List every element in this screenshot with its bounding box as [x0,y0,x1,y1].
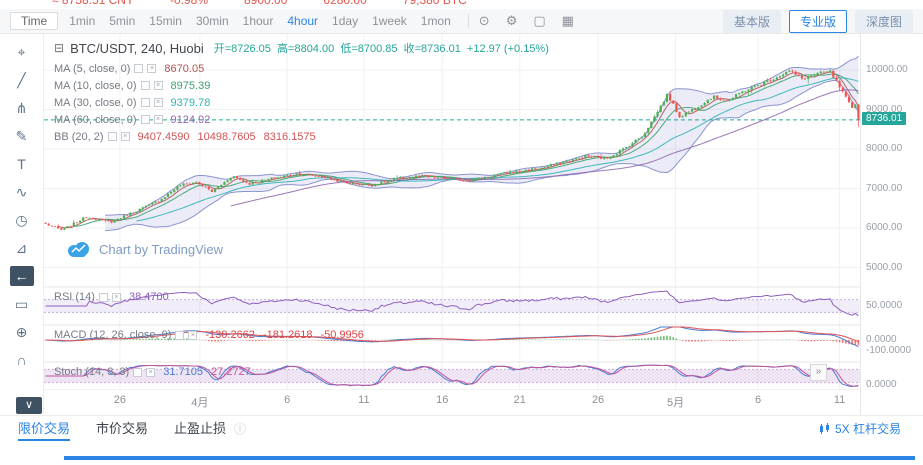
snapshot-icon[interactable]: ⊙ [478,13,490,28]
info-icon[interactable]: ⓘ [234,422,247,436]
panel-axis-label-2-0: 0.0000 [866,379,897,390]
panel-axis-label-1-1: -100.0000 [866,345,912,356]
time-axis-label: 6 [284,394,291,406]
forecast-tool[interactable]: ◷ [15,212,28,228]
tab-限价交易[interactable]: 限价交易 [18,416,71,441]
tab-止盈止损[interactable]: 止盈止损 [174,421,227,436]
price-axis[interactable]: 10000.00 9000.00 8000.00 7000.00 6000.00 5000… [860,34,923,415]
toolbar-icons: ⊙ ⚙ ▢ ▦ [479,13,574,29]
bottom-progress-strip [64,456,915,460]
timeframe-4hour[interactable]: 4hour [287,14,319,28]
top-ticker: ≈ 8758.51 CNY -0.98% 8900.00 6280.00 79,380 … [0,0,923,9]
price-axis-label: 5000.00 [866,261,903,273]
pattern-tool[interactable]: ∿ [15,184,28,200]
crosshair-tool[interactable]: ⌖ [17,44,26,60]
pitchfork-tool[interactable]: ⋔ [15,100,28,116]
time-axis-label: 16 [436,394,449,406]
version-button-inactive[interactable]: 基本版 [722,9,781,33]
timeframe-1day[interactable]: 1day [332,14,359,28]
timeframe-1hour[interactable]: 1hour [242,14,274,28]
trade-tabs-bar: 限价交易 市价交易 止盈止损 ⓘ 5X 杠杆交易 [0,415,923,441]
chart-canvas[interactable] [44,34,860,390]
ticker-item-1: -0.98% [169,0,208,7]
price-axis-label: 10000.00 [866,64,908,75]
ticker-item-3: 6280.00 [323,0,367,7]
panel-collapse-button[interactable]: » [810,364,827,381]
collapse-bottom-button[interactable]: ∨ [16,397,42,414]
version-button-active[interactable]: 专业版 [788,9,847,33]
price-axis-label: 9000.00 [866,103,903,115]
time-axis-label: 5月 [667,397,685,409]
time-axis[interactable]: 26 4月 6 11 16 21 26 5月 6 11 [44,392,860,412]
price-axis-label: 8000.00 [866,143,903,154]
tab-市价交易[interactable]: 市价交易 [96,421,149,436]
magnet-tool[interactable]: ∩ [16,352,27,368]
fullscreen-icon[interactable]: ▢ [533,13,546,28]
hide-panel-tool[interactable]: ← [9,266,34,286]
toolbar-divider [467,14,469,28]
price-axis-label: 6000.00 [866,222,903,233]
chart-region: 26 4月 6 11 16 21 26 5月 6 11 ⊟ BTC/USDT, 240, Huob… [44,34,923,415]
brush-tool[interactable]: ✎ [15,128,28,144]
time-axis-label: 21 [513,394,526,406]
zoom-in-tool[interactable]: ⊕ [15,324,28,340]
ticker-item-4: 79,380 BTC [402,0,467,7]
version-button-inactive[interactable]: 深度图 [854,9,913,33]
leverage-label: 5X 杠杆交易 [834,422,901,436]
ticker-item-2: 8900.00 [244,0,288,7]
timeframe-30min[interactable]: 30min [195,14,229,28]
panel-axis-label-1-0: 0.0000 [866,334,897,345]
time-axis-label: 6 [754,394,762,406]
ruler-tool[interactable]: ▭ [14,296,29,312]
timeframe-list: 1min 5min 15min 30min 1hour 4hour 1day 1week 1mo… [62,12,458,30]
drawing-toolbar: ⌖ ╱ ⋔ ✎ T ∿ ◷ ⊿ ← ▭ ⊕ ∩ [0,34,44,415]
timeframe-1min[interactable]: 1min [69,14,96,28]
ticker-values: ≈ 8758.51 CNY -0.98% 8900.00 6280.00 79,380 … [52,0,467,7]
price-chart[interactable]: 26 4月 6 11 16 21 26 5月 6 11 ⊟ BTC/USDT, 240, Huob… [44,34,860,415]
trendline-tool[interactable]: ╱ [17,72,26,88]
time-axis-label: 11 [358,394,370,406]
time-dropdown[interactable]: Time [10,12,59,30]
chart-toolbar: Time 1min 5min 15min 30min 1hour 4hour 1day 1we… [0,9,923,34]
leverage-link[interactable]: 5X 杠杆交易 [819,420,901,437]
text-tool[interactable]: T [17,156,26,172]
timeframe-5min[interactable]: 5min [109,14,136,28]
price-axis-label: 7000.00 [866,182,903,194]
ticker-item-0: ≈ 8758.51 CNY [52,0,134,7]
current-price-badge: 8736.01 [862,111,907,125]
time-axis-label: 26 [591,394,605,406]
timeframe-1mon[interactable]: 1mon [420,14,451,28]
leverage-icon [819,422,829,434]
panel-axis-label-0-0: 50.0000 [866,300,903,311]
timeframe-1week[interactable]: 1week [372,14,407,28]
version-buttons: 基本版 专业版 深度图 [722,9,913,33]
timeframe-15min[interactable]: 15min [149,14,182,28]
time-axis-label: 11 [833,394,846,406]
time-axis-label: 26 [113,394,126,406]
grid-layout-icon[interactable]: ▦ [561,13,574,28]
measure-tool[interactable]: ⊿ [15,240,28,256]
settings-icon[interactable]: ⚙ [505,13,518,28]
time-axis-label: 4月 [191,397,209,409]
trade-tabs: 限价交易 市价交易 止盈止损 [18,416,226,441]
